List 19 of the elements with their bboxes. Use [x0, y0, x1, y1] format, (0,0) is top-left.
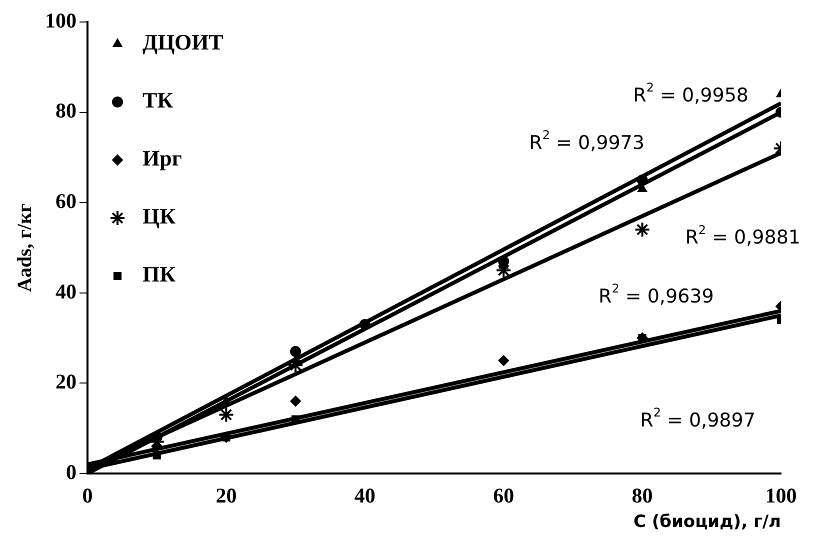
- legend-label: ДЦОИТ: [142, 30, 224, 55]
- legend-label: Ирг: [142, 146, 182, 171]
- x-axis-title: C (биоцид), г/л: [633, 512, 781, 532]
- x-tick-label: 100: [765, 483, 797, 508]
- x-tick-label: 20: [216, 483, 237, 508]
- y-tick-label: 60: [56, 188, 76, 213]
- legend-label: ТК: [142, 88, 174, 113]
- legend-label: ПК: [142, 262, 176, 287]
- x-tick-label: 40: [354, 483, 376, 508]
- legend-label: ЦК: [142, 204, 176, 229]
- x-tick-label: 80: [632, 483, 653, 508]
- x-tick-label: 0: [82, 483, 93, 508]
- y-axis-title: Aads, г/кг: [14, 203, 36, 292]
- y-tick-label: 40: [56, 279, 76, 304]
- y-tick-label: 0: [66, 460, 76, 484]
- y-tick-label: 80: [56, 98, 76, 123]
- x-tick-label: 60: [493, 483, 514, 508]
- y-tick-label: 20: [56, 370, 76, 394]
- y-tick-label: 100: [45, 8, 76, 32]
